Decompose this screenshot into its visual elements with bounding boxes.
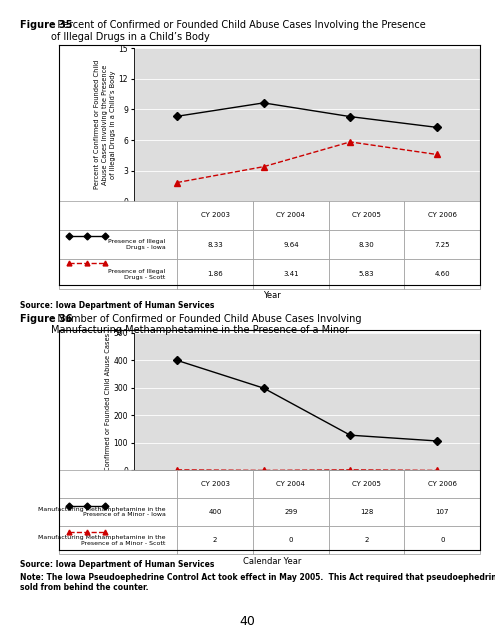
Text: Source: Iowa Department of Human Services: Source: Iowa Department of Human Service… [20, 560, 214, 569]
Text: Source: Iowa Department of Human Services: Source: Iowa Department of Human Service… [20, 301, 214, 310]
Text: Figure 36: Figure 36 [20, 314, 72, 324]
Text: 40: 40 [240, 616, 255, 628]
Text: : Number of Confirmed or Founded Child Abuse Cases Involving
Manufacturing Metha: : Number of Confirmed or Founded Child A… [51, 314, 361, 335]
Text: : Percent of Confirmed or Founded Child Abuse Cases Involving the Presence
of Il: : Percent of Confirmed or Founded Child … [51, 20, 426, 42]
Text: Calendar Year: Calendar Year [243, 557, 301, 566]
Y-axis label: Percent of Confirmed or Founded Child
Abuse Cases Involving the Presence
of Ille: Percent of Confirmed or Founded Child Ab… [94, 60, 116, 189]
Text: Note: The Iowa Pseudoephedrine Control Act took effect in May 2005.  This Act re: Note: The Iowa Pseudoephedrine Control A… [20, 573, 495, 592]
Text: Year: Year [263, 291, 281, 300]
Text: Figure 35: Figure 35 [20, 20, 72, 31]
Y-axis label: Confirmed or Founded Child Abuse Cases: Confirmed or Founded Child Abuse Cases [104, 333, 111, 470]
